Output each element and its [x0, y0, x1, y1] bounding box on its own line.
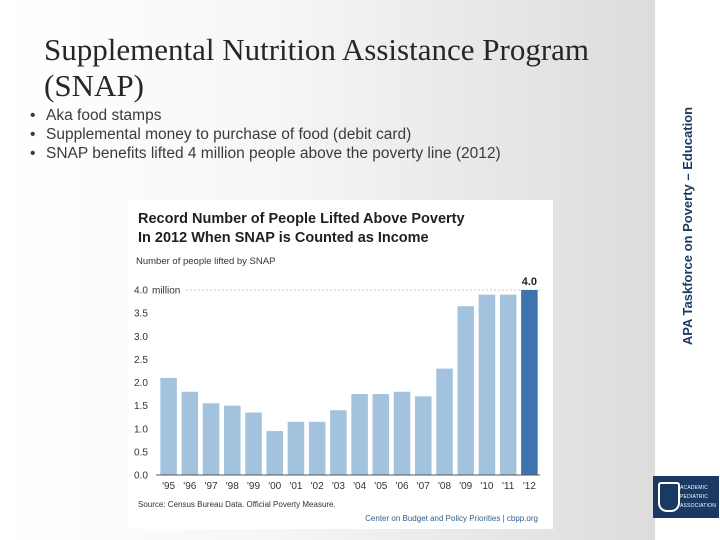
bullet-dot: • [30, 145, 36, 162]
x-tick-label: '95 [162, 481, 175, 492]
x-tick-label: '98 [226, 481, 239, 492]
x-tick-label: '06 [396, 481, 409, 492]
y-tick-label: 3.5 [134, 309, 148, 320]
x-tick-label: '02 [311, 481, 324, 492]
bar [160, 377, 177, 475]
x-tick-label: '11 [502, 481, 515, 492]
x-tick-label: '97 [205, 481, 218, 492]
x-tick-label: '03 [332, 481, 345, 492]
chart-title-line: In 2012 When SNAP is Counted as Income [138, 230, 429, 246]
bullet-text: Supplemental money to purchase of food (… [46, 126, 412, 143]
bar [415, 396, 432, 475]
y-unit-label: million [152, 286, 180, 297]
bullet-dot: • [30, 107, 36, 124]
x-tick-label: '04 [353, 481, 366, 492]
x-tick-label: '10 [480, 481, 493, 492]
bar [308, 421, 326, 475]
y-tick-label: 1.5 [134, 401, 148, 412]
y-tick-label: 0.0 [134, 471, 148, 482]
bar [266, 431, 283, 475]
bar-highlight [521, 290, 538, 475]
bar-chart: Record Number of People Lifted Above Pov… [134, 211, 540, 523]
logo-line: ACADEMIC [680, 485, 708, 491]
bar [202, 403, 220, 475]
chart-source: Source: Census Bureau Data. Official Pov… [138, 500, 336, 509]
bullet-item: • SNAP benefits lifted 4 million people a… [30, 144, 640, 163]
y-tick-label: 0.5 [134, 447, 148, 458]
bar [245, 412, 262, 475]
bar [499, 294, 517, 475]
x-tick-label: '96 [183, 481, 196, 492]
bullet-item: • Aka food stamps [30, 106, 640, 125]
bullet-text: Aka food stamps [46, 107, 162, 124]
chart-credit: Center on Budget and Policy Priorities |… [365, 514, 538, 523]
logo-line: PEDIATRIC [680, 494, 709, 500]
chart-title-line: Record Number of People Lifted Above Pov… [138, 211, 465, 227]
bar [372, 394, 390, 475]
x-tick-label: '00 [268, 481, 281, 492]
slide-title: Supplemental Nutrition Assistance Progra… [44, 32, 590, 103]
y-tick-label: 4.0 [134, 286, 148, 297]
x-tick-label: '99 [247, 481, 260, 492]
apa-logo: ACADEMIC PEDIATRIC ASSOCIATION [653, 476, 719, 518]
x-tick-label: '12 [523, 481, 536, 492]
bullet-item: • Supplemental money to purchase of food … [30, 125, 640, 144]
logo-line: ASSOCIATION [680, 503, 717, 509]
bar [351, 394, 368, 475]
y-tick-label: 3.0 [134, 332, 148, 343]
x-tick-label: '07 [417, 481, 430, 492]
bullet-dot: • [30, 126, 36, 143]
x-tick-label: '01 [289, 481, 302, 492]
x-tick-label: '05 [374, 481, 387, 492]
bar [224, 405, 241, 475]
bullet-list: • Aka food stamps • Supplemental money to … [30, 106, 640, 163]
x-tick-label: '08 [438, 481, 451, 492]
y-tick-label: 1.0 [134, 424, 148, 435]
shield-icon [658, 482, 680, 512]
chart-panel: Record Number of People Lifted Above Pov… [128, 200, 553, 529]
taskforce-label: APA Taskforce on Poverty – Education [680, 106, 695, 346]
y-tick-label: 2.0 [134, 378, 148, 389]
bar [436, 368, 453, 475]
bar [393, 391, 411, 475]
x-tick-label: '09 [459, 481, 472, 492]
side-bar [655, 0, 720, 540]
y-tick-label: 2.5 [134, 355, 148, 366]
bar [457, 306, 474, 475]
bullet-text: SNAP benefits lifted 4 million people ab… [46, 145, 501, 162]
bar [287, 421, 305, 475]
bar [181, 391, 199, 475]
data-label: 4.0 [522, 276, 537, 288]
chart-subtitle: Number of people lifted by SNAP [136, 256, 275, 267]
bar [478, 294, 496, 475]
bar [330, 410, 347, 475]
